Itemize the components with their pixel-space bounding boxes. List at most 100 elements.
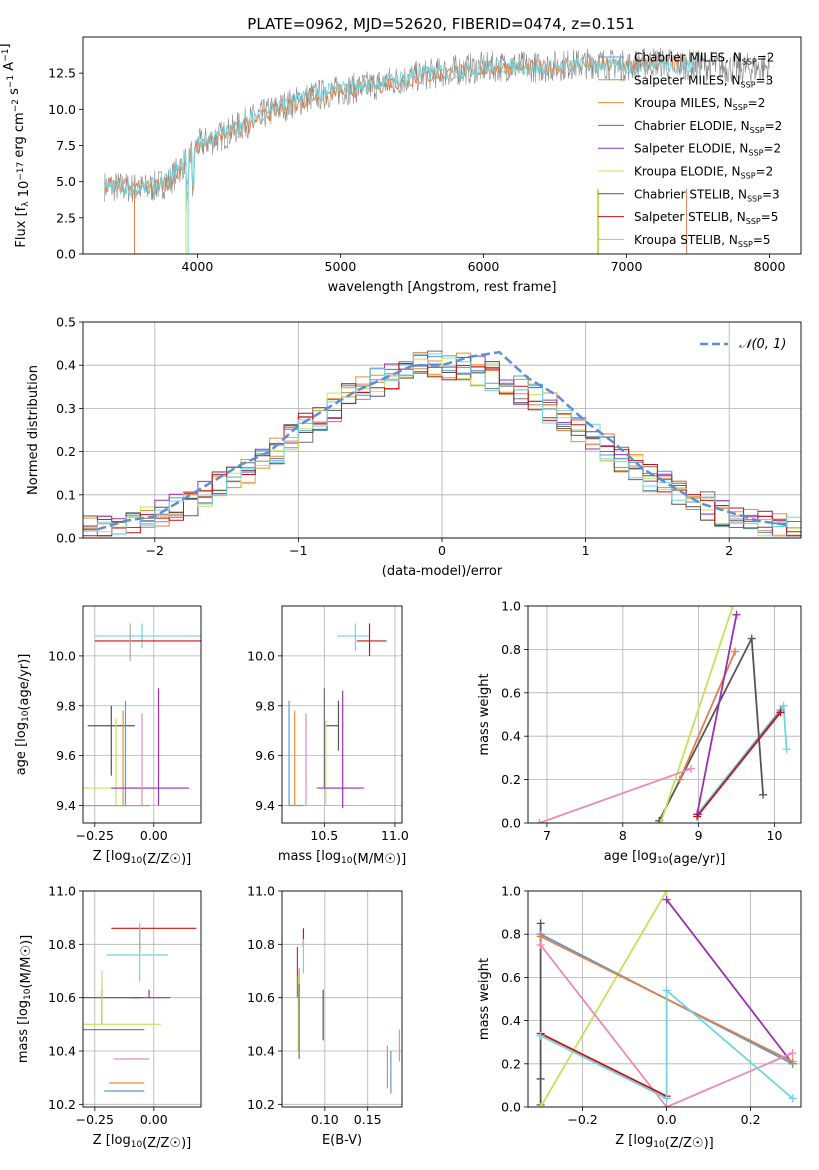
massweight_vs_z-series-kroupa-stelib: [540, 988, 794, 1100]
massweight_vs_age-series-chabrier-stelib: [658, 635, 764, 822]
massweight_vs_age-marker: [693, 812, 702, 821]
label-part: wavelength [Angstrom, rest frame]: [328, 280, 557, 295]
label-part: −17: [16, 162, 26, 181]
label-subscript: 10: [23, 988, 33, 1000]
age_vs_mass-ytick-label: 9.4: [255, 798, 275, 813]
massweight_vs_age-xtick-label: 8: [619, 828, 627, 843]
massweight_vs_age-xtick-label: 7: [543, 828, 551, 843]
mass_vs_z-frame: [82, 890, 202, 1108]
mass_vs_z-ytick-label: 10.2: [48, 1097, 76, 1112]
legend-nssp: =5: [761, 210, 779, 224]
massweight_vs_z-marker: [536, 932, 545, 941]
legend-label-kroupa-miles: Kroupa MILES, NSSP=2: [634, 96, 765, 112]
massweight_vs_z-frame: [527, 890, 802, 1108]
massweight_vs_age-ytick-label: 0.8: [501, 642, 521, 657]
label-part: Z [: [93, 849, 111, 864]
label-part: (Z/Z☉)]: [142, 852, 191, 867]
massweight_vs_z-ytick-label: 0.0: [501, 1100, 521, 1115]
massweight_vs_age-ytick-label: 1.0: [501, 599, 521, 614]
spectrum-xtick-label: 8000: [754, 259, 786, 274]
age_vs_mass-frame: [281, 605, 403, 824]
mass_vs_z-xtick-label: −0.25: [76, 1112, 114, 1127]
residuals-xtick-label: 0: [438, 543, 446, 558]
age_vs_z-ytick-label: 9.4: [56, 798, 76, 813]
massweight_vs_age-xlabel: age [log10(age/yr)]: [604, 849, 726, 867]
residuals-ytick-label: 0.1: [56, 487, 76, 502]
label-part: log: [16, 1000, 31, 1020]
label-part: −1: [1, 49, 11, 62]
label-part: age [: [604, 849, 637, 864]
legend-nssp: =2: [756, 165, 774, 179]
age_vs_z-panel: −0.25 0.009.49.69.810.0Z [log10(Z/Z☉)]age…: [14, 605, 202, 867]
label-part: A: [2, 62, 17, 75]
legend-model-name: Chabrier ELODIE, N: [634, 119, 750, 133]
histogram-step-6: [83, 356, 801, 537]
spectrum-ytick-label: 7.5: [56, 138, 76, 153]
mass_vs_ebv-panel: 0.10 0.15 10.2 10.4 10.6 10.8 11.0 E(B-V): [247, 884, 403, 1148]
spectrum-line-data: [104, 47, 770, 212]
label-part: (Z/Z☉)]: [142, 1136, 191, 1151]
massweight_vs_z-marker: [536, 1031, 545, 1040]
legend-nssp: =3: [762, 187, 780, 201]
legend-subscript: SSP: [741, 80, 756, 89]
label-part: (M/M☉)]: [352, 852, 406, 867]
label-part: erg cm: [12, 112, 27, 161]
spectrum-ytick-label: 12.5: [48, 66, 76, 81]
age_vs_z-plot-area: [83, 623, 201, 807]
age_vs_mass-ytick-label: 9.6: [255, 748, 275, 763]
massweight_vs_age-ytick-label: 0.2: [501, 772, 521, 787]
spectrum-line-salpeter-miles: [104, 55, 684, 197]
spectrum-ytick-label: 2.5: [56, 210, 76, 225]
label-part: ]: [0, 43, 12, 48]
massweight_vs_z-marker: [788, 1094, 797, 1103]
age_vs_z-ylabel: age [log10(age/yr)]: [14, 654, 32, 776]
label-subscript: 10: [657, 856, 669, 866]
massweight_vs_age-ytick-label: 0.6: [501, 685, 521, 700]
mass_vs_z-ytick-label: 10.4: [48, 1044, 76, 1059]
label-part: mass weight: [477, 673, 492, 755]
mass_vs_ebv-ytick-label: 10.8: [247, 937, 275, 952]
spectrum-xtick-label: 7000: [611, 259, 643, 274]
label-part: −2: [11, 99, 21, 112]
massweight_vs_age-series-kroupa-miles: [539, 767, 692, 823]
label-part: (age/yr)]: [17, 654, 32, 711]
mass_vs_ebv-frame: [281, 890, 403, 1108]
age_vs_mass-ytick-label: 9.8: [255, 698, 275, 713]
massweight_vs_age-marker: [535, 819, 544, 823]
massweight_vs_age-marker: [728, 606, 737, 610]
label-subscript: 10: [131, 856, 143, 866]
age_vs_z-ytick-label: 9.6: [56, 748, 76, 763]
residuals-ytick-label: 0.4: [56, 358, 76, 373]
legend-subscript: SSP: [747, 194, 762, 203]
label-subscript: 10: [653, 1140, 665, 1150]
label-part: age [: [14, 742, 29, 775]
spectrum-frame: [82, 36, 802, 255]
label-part: log: [321, 849, 341, 864]
label-part: log: [633, 1133, 653, 1148]
legend-nssp: =5: [753, 233, 771, 247]
label-part: log: [14, 722, 29, 742]
label-subscript: 10: [341, 856, 353, 866]
label-part: log: [111, 1133, 131, 1148]
legend-label-kroupa-stelib: Kroupa STELIB, NSSP=5: [634, 233, 771, 249]
mass_vs_z-xlabel: Z [log10(Z/Z☉)]: [93, 1133, 191, 1151]
spectrum-xtick-label: 6000: [468, 259, 500, 274]
label-subscript: 10: [131, 1140, 143, 1150]
massweight_vs_age-marker: [779, 701, 788, 710]
label-part: log: [637, 849, 657, 864]
label-part: Z [: [93, 1133, 111, 1148]
massweight_vs_age-xtick-label: 9: [695, 828, 703, 843]
spectrum-ytick-label: 10.0: [48, 102, 76, 117]
massweight_vs_z-ytick-label: 0.4: [501, 1013, 521, 1028]
legend-model-name: Salpeter ELODIE, N: [634, 142, 748, 156]
legend-subscript: SSP: [733, 103, 748, 112]
residuals-panel: −2 −1 0 1 2 0.0 0.1 0.2 0.3 0.4 0.5 (data-model)/er…: [26, 315, 802, 579]
age_vs_z-ytick-label: 10.0: [48, 648, 76, 663]
mass_vs_z-ylabel: mass [log10(M/M☉)]: [16, 935, 34, 1063]
massweight_vs_z-marker: [536, 1074, 545, 1083]
massweight_vs_age-ylabel: mass weight: [477, 673, 492, 755]
age_vs_z-ytick-label: 9.8: [56, 698, 76, 713]
age_vs_mass-xtick-label: 11.0: [381, 828, 409, 843]
residuals-ytick-label: 0.2: [56, 444, 76, 459]
